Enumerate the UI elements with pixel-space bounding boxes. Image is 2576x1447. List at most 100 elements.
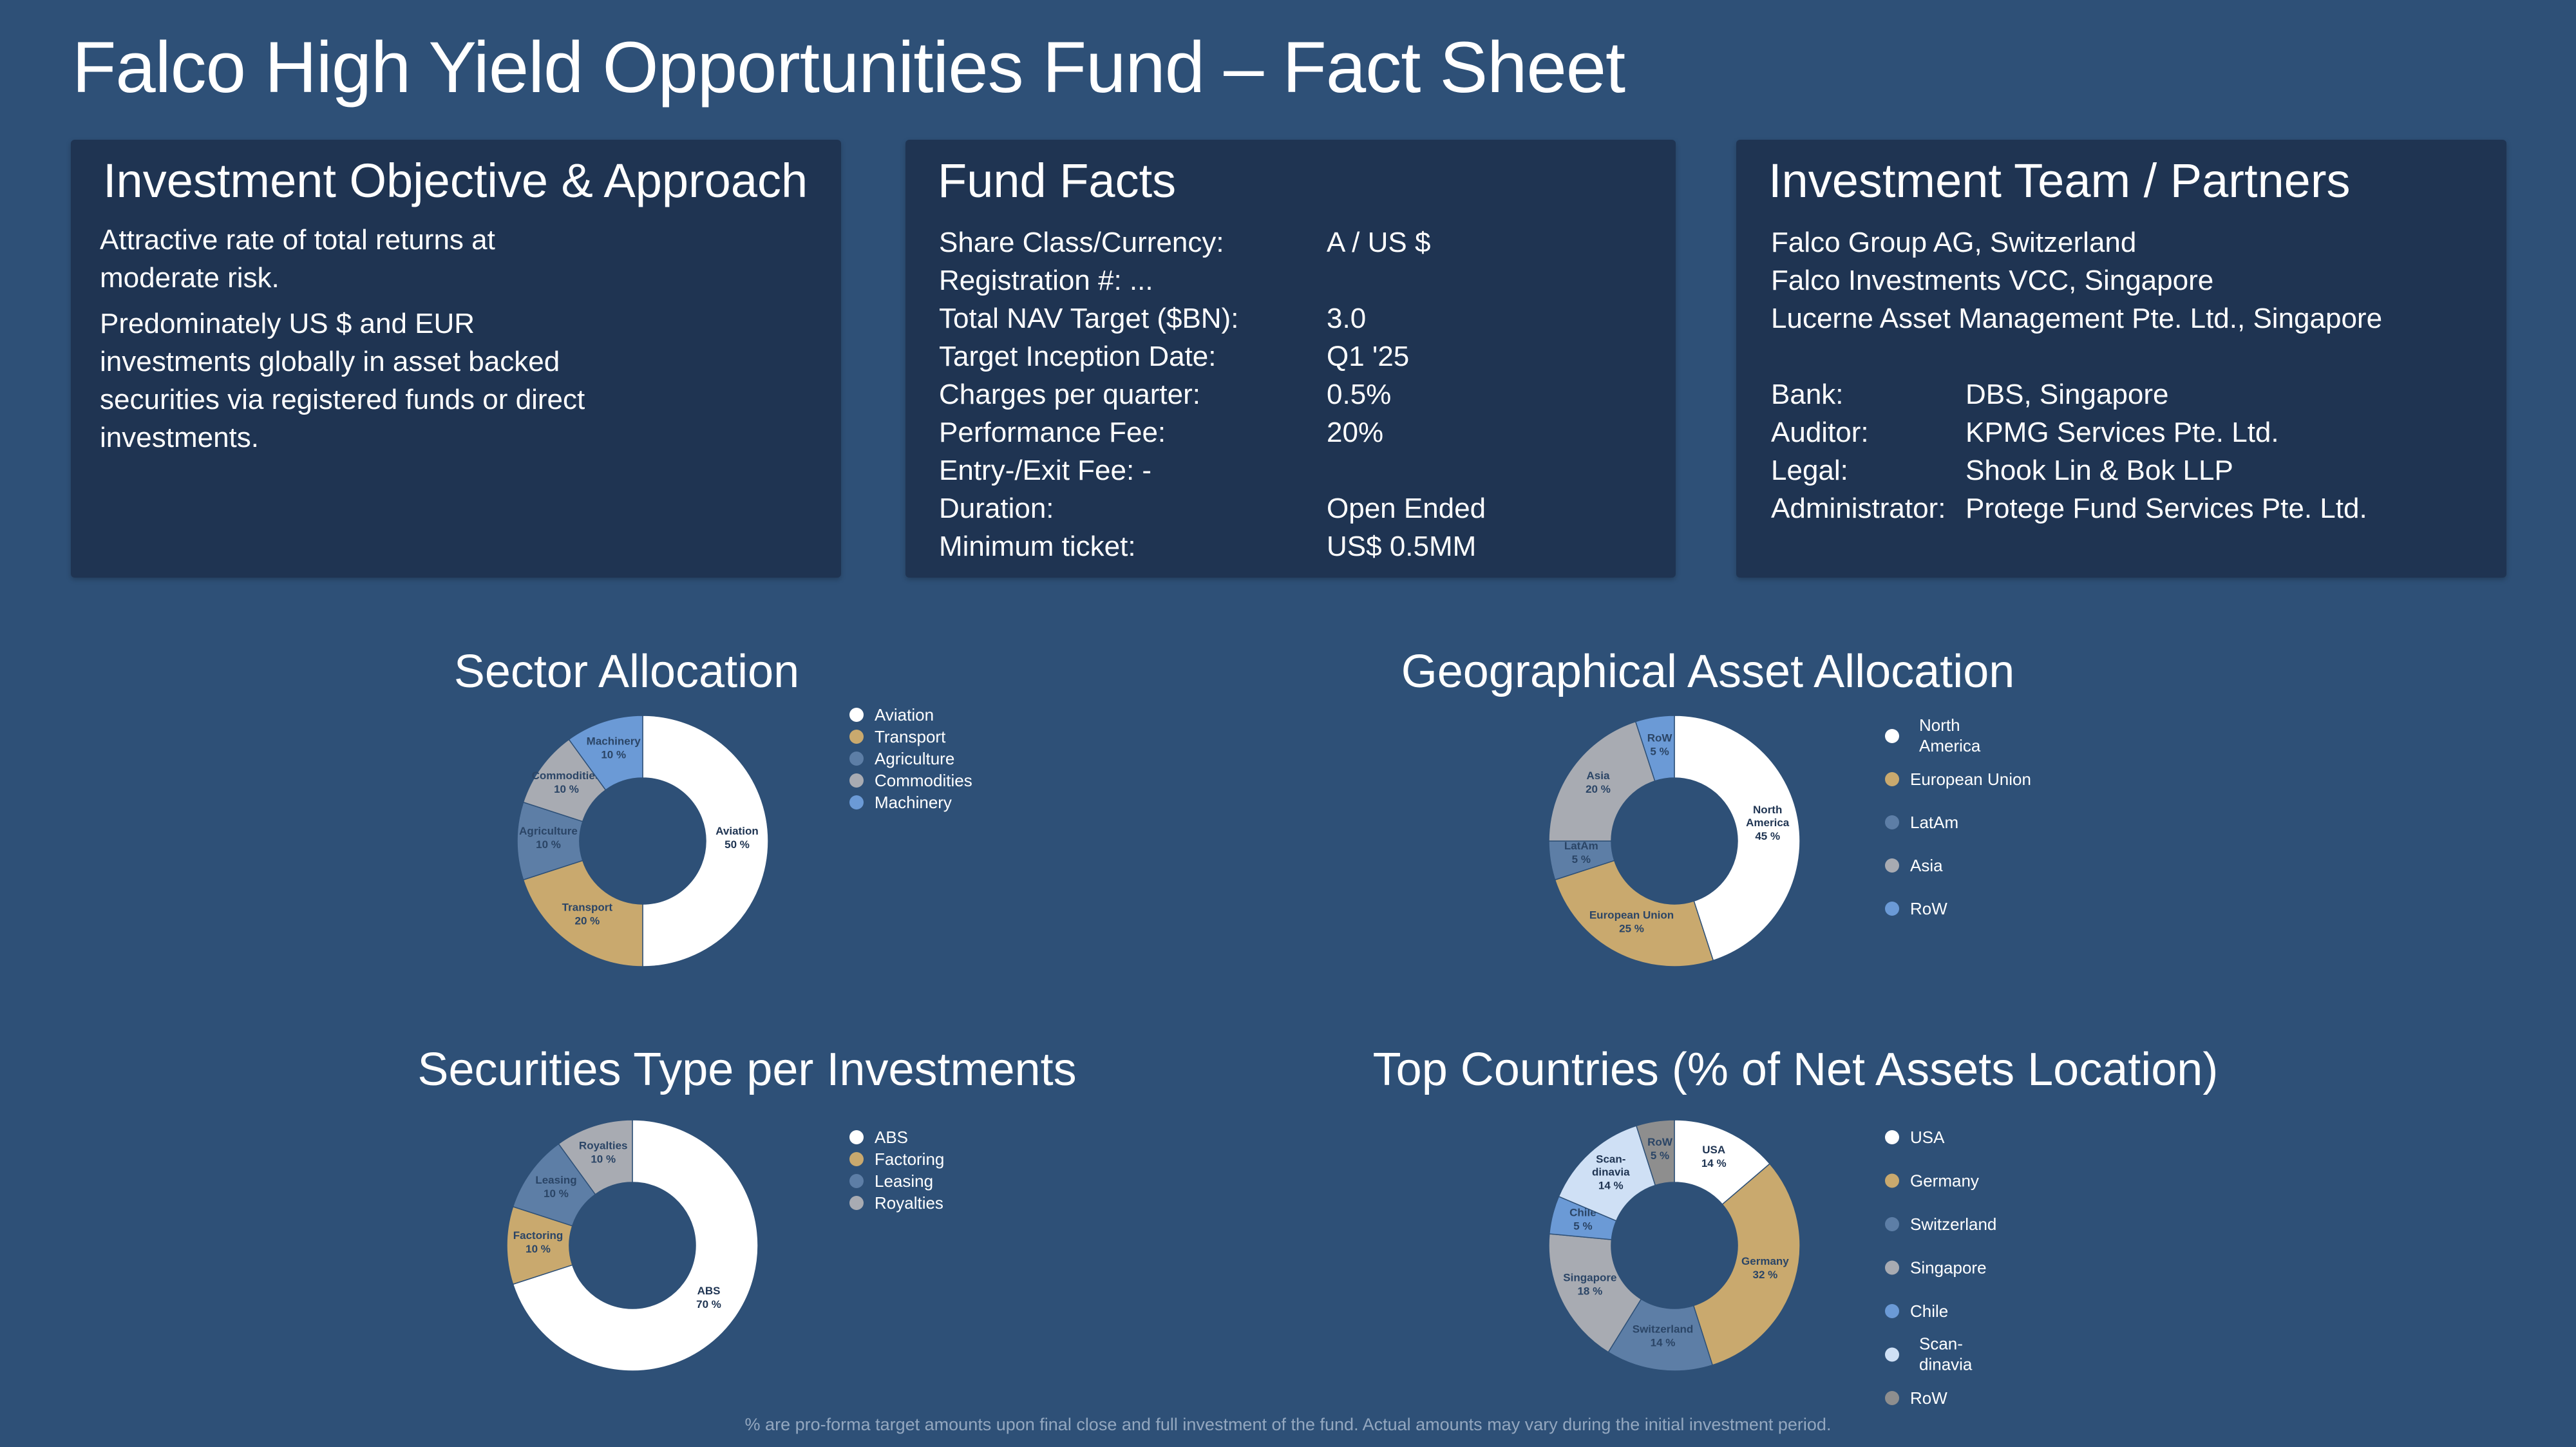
slice-label-row: RoW 5 % <box>1647 1136 1673 1162</box>
slice-label-germany: Germany 32 % <box>1741 1255 1789 1281</box>
slice-asia <box>1548 721 1656 842</box>
team-role-value: DBS, Singapore <box>1965 379 2169 410</box>
legend-swatch-asia <box>1885 858 1899 873</box>
team-entity: Falco Group AG, Switzerland <box>1771 227 2137 258</box>
team-role-value: KPMG Services Pte. Ltd. <box>1965 417 2279 448</box>
legend-label-european-union: European Union <box>1910 770 2031 789</box>
fund-facts-title: Fund Facts <box>938 154 1177 207</box>
fund-fact-label: Minimum ticket: <box>939 531 1136 562</box>
slice-singapore <box>1548 1233 1642 1353</box>
slice-label-switzerland: Switzerland 14 % <box>1633 1323 1693 1348</box>
fund-fact-row: Duration: Open Ended <box>939 489 1656 527</box>
legend-swatch-germany <box>1885 1173 1899 1188</box>
legend-swatch-singapore <box>1885 1260 1899 1275</box>
slice-label-scan-dinavia: Scan-dinavia 14 % <box>1592 1153 1630 1192</box>
slice-label-row: RoW 5 % <box>1647 732 1673 757</box>
team-role-label: Administrator: <box>1771 493 1946 524</box>
legend-swatch-factoring <box>849 1152 864 1166</box>
team-entity: Lucerne Asset Management Pte. Ltd., Sing… <box>1771 303 2383 334</box>
team-role-label: Legal: <box>1771 455 1848 486</box>
legend-label-usa: USA <box>1910 1128 1945 1147</box>
legend-label-machinery: Machinery <box>875 793 952 812</box>
legend-label-transport: Transport <box>875 727 946 746</box>
slice-label-factoring: Factoring 10 % <box>513 1229 563 1255</box>
slice-label-european-union: European Union 25 % <box>1589 909 1674 935</box>
slice-row <box>1634 715 1675 782</box>
fund-fact-row: Minimum ticket: US$ 0.5MM <box>939 527 1656 565</box>
team-role-value: Protege Fund Services Pte. Ltd. <box>1965 493 2367 524</box>
page-title: Falco High Yield Opportunities Fund – Fa… <box>72 27 1625 108</box>
legend-swatch-machinery <box>849 795 864 809</box>
legend-label-scan-dinavia: Scan-dinavia <box>1919 1334 1973 1374</box>
legend-label-row: RoW <box>1910 899 1947 918</box>
legend-swatch-transport <box>849 730 864 744</box>
legend-label-commodities: Commodities <box>875 771 972 790</box>
chart-title-geographical: Geographical Asset Allocation <box>1401 646 2015 697</box>
team-panel: Investment Team / Partners Falco Group A… <box>1736 140 2506 578</box>
legend-swatch-commodities <box>849 773 864 788</box>
chart-title-sector: Sector Allocation <box>453 646 800 697</box>
fund-fact-row: Target Inception Date: Q1 '25 <box>939 337 1656 375</box>
legend-label-abs: ABS <box>875 1128 908 1147</box>
slice-north-america <box>1674 715 1801 961</box>
fund-fact-label: Duration: <box>939 493 1054 524</box>
legend-label-switzerland: Switzerland <box>1910 1215 1996 1234</box>
slice-label-royalties: Royalties 10 % <box>579 1140 628 1166</box>
fund-fact-value: 20% <box>1327 417 1384 448</box>
slice-germany <box>1692 1163 1801 1366</box>
team-role-row: Administrator: Protege Fund Services Pte.… <box>1771 489 2487 527</box>
slice-label-singapore: Singapore 18 % <box>1563 1271 1616 1297</box>
fund-fact-label: Total NAV Target ($BN): <box>939 303 1239 334</box>
legend-label-row: RoW <box>1910 1388 1947 1408</box>
slice-machinery <box>568 715 643 791</box>
legend-swatch-switzerland <box>1885 1217 1899 1231</box>
slice-label-asia: Asia 20 % <box>1586 770 1611 795</box>
fund-fact-row: Total NAV Target ($BN): 3.0 <box>939 299 1656 337</box>
approach-paragraph: Predominately US $ and EUR investments g… <box>100 308 585 453</box>
legend-swatch-leasing <box>849 1174 864 1188</box>
legend-swatch-row <box>1885 1391 1899 1405</box>
legend-swatch-european-union <box>1885 772 1899 786</box>
fund-fact-value: Open Ended <box>1327 493 1486 524</box>
fund-fact-value: 0.5% <box>1327 379 1392 410</box>
legend-swatch-aviation <box>849 708 864 722</box>
fund-fact-value: 3.0 <box>1327 303 1367 334</box>
fund-fact-value: US$ 0.5MM <box>1327 531 1477 562</box>
fund-fact-row: Share Class/Currency: A / US $ <box>939 223 1656 261</box>
objective-paragraph: Attractive rate of total returns at mode… <box>100 224 495 294</box>
objective-title: Investment Objective & Approach <box>103 154 808 207</box>
fund-fact-label: Registration #: ... <box>939 265 1153 296</box>
slice-label-agriculture: Agriculture 10 % <box>519 825 578 851</box>
legend-label-chile: Chile <box>1910 1301 1948 1321</box>
legend-swatch-north-america <box>1885 729 1899 743</box>
fund-facts-panel: Fund Facts Share Class/Currency: A / US $… <box>905 140 1676 578</box>
team-role-row: Bank: DBS, Singapore <box>1771 375 2487 413</box>
fund-fact-label: Entry-/Exit Fee: - <box>939 455 1152 486</box>
slice-label-leasing: Leasing 10 % <box>535 1174 576 1200</box>
legend-label-aviation: Aviation <box>875 705 934 724</box>
team-entity: Falco Investments VCC, Singapore <box>1771 265 2214 296</box>
legend-swatch-usa <box>1885 1130 1899 1144</box>
legend-swatch-chile <box>1885 1304 1899 1318</box>
fund-fact-row: Registration #: ... <box>939 261 1656 299</box>
fund-fact-label: Target Inception Date: <box>939 341 1217 372</box>
slice-row <box>1635 1119 1675 1186</box>
chart-title-countries: Top Countries (% of Net Assets Location) <box>1372 1044 2219 1095</box>
fund-fact-label: Share Class/Currency: <box>939 227 1224 258</box>
legend-swatch-agriculture <box>849 752 864 766</box>
legend-label-north-america: North America <box>1919 715 1981 755</box>
legend-label-agriculture: Agriculture <box>875 749 954 768</box>
fund-fact-row: Performance Fee: 20% <box>939 413 1656 451</box>
fund-fact-label: Performance Fee: <box>939 417 1166 448</box>
footnote: % are pro-forma target amounts upon fina… <box>744 1415 1832 1434</box>
slice-label-machinery: Machinery 10 % <box>587 735 641 761</box>
legend-swatch-scan-dinavia <box>1885 1347 1899 1362</box>
team-role-row: Auditor: KPMG Services Pte. Ltd. <box>1771 413 2487 451</box>
slice-aviation <box>642 715 769 967</box>
slice-label-transport: Transport 20 % <box>562 902 613 927</box>
team-role-value: Shook Lin & Bok LLP <box>1965 455 2233 486</box>
slice-label-north-america: North America 45 % <box>1746 804 1790 842</box>
legend-label-germany: Germany <box>1910 1171 1979 1191</box>
slice-label-latam: LatAm 5 % <box>1564 840 1598 865</box>
slice-label-usa: USA 14 % <box>1701 1144 1727 1169</box>
